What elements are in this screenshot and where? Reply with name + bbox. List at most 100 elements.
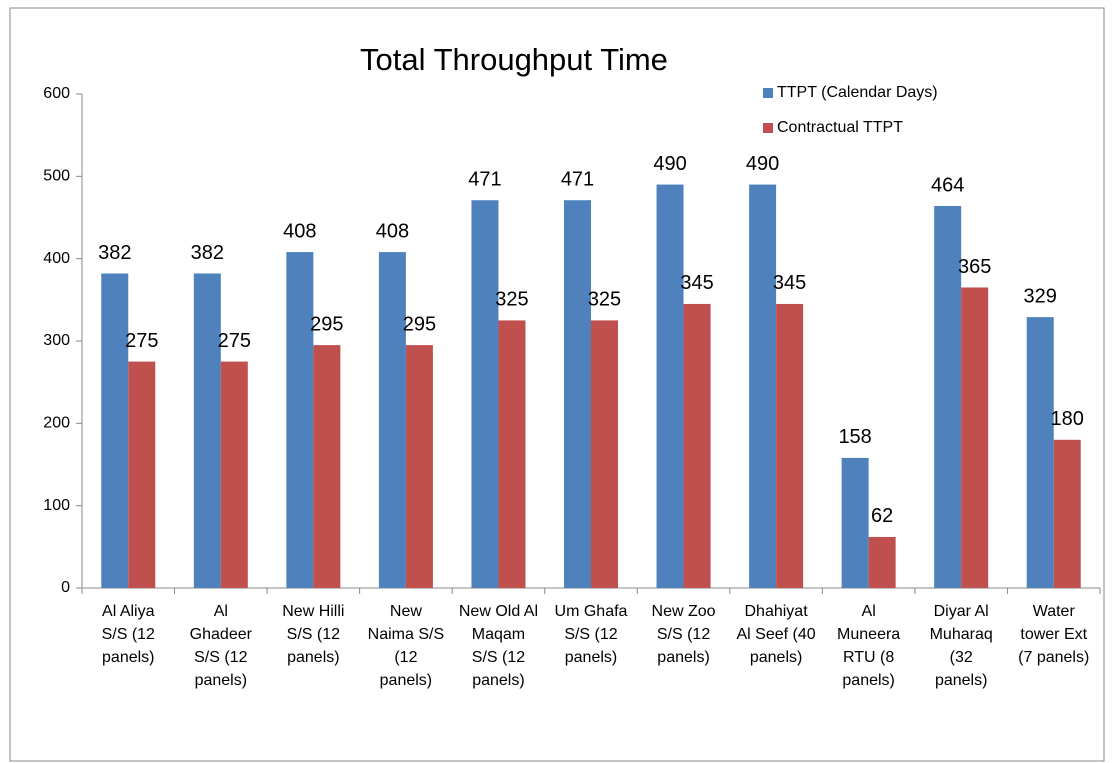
x-tick-label-line: S/S (12 <box>102 626 155 643</box>
x-tick-label-line: panels) <box>842 672 894 689</box>
x-tick-label-line: panels) <box>565 649 617 666</box>
bar <box>286 252 314 588</box>
bar <box>193 273 221 588</box>
legend-label: Contractual TTPT <box>777 119 903 136</box>
bar <box>128 361 156 588</box>
value-label: 345 <box>680 272 713 294</box>
chart-title: Total Throughput Time <box>360 42 668 77</box>
legend-label: TTPT (Calendar Days) <box>777 84 938 101</box>
x-tick-label-line: S/S (12 <box>287 626 340 643</box>
value-label: 490 <box>746 153 779 175</box>
x-tick-label: Al Ghadeer S/S (12 panels) <box>190 603 253 689</box>
value-label: 408 <box>283 220 316 242</box>
x-tick-label-line: Al <box>862 603 876 620</box>
value-label: 490 <box>653 153 686 175</box>
bar <box>961 287 989 588</box>
y-tick-label: 100 <box>43 497 70 514</box>
x-tick-label-line: (12 <box>394 649 417 666</box>
x-tick-label: New Hilli S/S (12 panels) <box>282 603 344 666</box>
value-label: 62 <box>871 505 893 527</box>
x-tick-label-line: RTU (8 <box>843 649 894 666</box>
bar <box>1026 317 1054 588</box>
bar <box>101 273 129 588</box>
x-tick-label-line: Dhahiyat <box>745 603 809 620</box>
y-tick-label: 400 <box>43 250 70 267</box>
value-label: 408 <box>376 220 409 242</box>
value-label: 325 <box>588 289 621 311</box>
value-label: 295 <box>310 313 343 335</box>
x-tick-label-line: panels) <box>935 672 987 689</box>
bar <box>378 252 406 588</box>
bar <box>313 345 341 588</box>
bar <box>405 345 433 588</box>
x-tick-label-line: S/S (12 <box>472 649 525 666</box>
value-label: 325 <box>495 289 528 311</box>
value-label: 382 <box>98 242 131 264</box>
bar <box>749 184 777 589</box>
x-tick-label-line: New <box>390 603 422 620</box>
bar <box>841 457 869 588</box>
legend-swatch <box>763 88 773 98</box>
y-tick-label: 0 <box>61 579 70 596</box>
x-tick-label: New Zoo S/S (12 panels) <box>652 603 716 666</box>
y-tick-label: 500 <box>43 168 70 185</box>
x-tick-label-line: Diyar Al <box>934 603 989 620</box>
x-tick-label-line: Muneera <box>837 626 900 643</box>
value-label: 471 <box>561 168 594 190</box>
bar <box>683 303 711 588</box>
x-tick-label-line: Water <box>1033 603 1076 620</box>
x-tick-label-line: Maqam <box>472 626 525 643</box>
x-tick-label-line: (32 <box>950 649 973 666</box>
value-label: 365 <box>958 256 991 278</box>
bar <box>868 536 896 588</box>
x-tick-label: Al Muneera RTU (8 panels) <box>837 603 900 689</box>
value-label: 158 <box>838 426 871 448</box>
y-tick-label: 600 <box>43 85 70 102</box>
x-tick-label: Diyar Al Muharaq (32 panels) <box>930 603 993 689</box>
y-tick-label: 300 <box>43 332 70 349</box>
x-tick-label-line: Al Aliya <box>102 603 155 620</box>
bar <box>564 200 591 588</box>
bar <box>656 184 684 589</box>
value-label: 329 <box>1024 285 1057 307</box>
x-tick-label-line: panels) <box>195 672 247 689</box>
value-label: 345 <box>773 272 806 294</box>
x-tick-label: New Naima S/S (12 panels) <box>368 603 444 689</box>
bar <box>471 200 499 588</box>
x-tick-label-line: Muharaq <box>930 626 993 643</box>
value-label: 275 <box>218 330 251 352</box>
value-label: 180 <box>1051 408 1084 430</box>
bar <box>591 320 618 588</box>
legend-swatch <box>763 123 773 133</box>
bar <box>220 361 248 588</box>
x-tick-label: New Old Al Maqam S/S (12 panels) <box>459 603 538 689</box>
value-label: 295 <box>403 313 436 335</box>
x-tick-label-line: S/S (12 <box>564 626 617 643</box>
x-tick-label: Al Aliya S/S (12 panels) <box>102 603 155 666</box>
chart-border <box>9 7 1105 762</box>
value-label: 471 <box>468 168 501 190</box>
x-tick-label-line: Al Seef (40 <box>737 626 816 643</box>
x-tick-label-line: panels) <box>287 649 339 666</box>
x-tick-label-line: New Zoo <box>652 603 716 620</box>
bar <box>498 320 526 588</box>
x-tick-label: Water tower Ext (7 panels) <box>1018 603 1089 666</box>
value-label: 464 <box>931 174 964 196</box>
bar <box>776 303 804 588</box>
x-tick-label-line: (7 panels) <box>1018 649 1089 666</box>
x-tick-label-line: panels) <box>380 672 432 689</box>
x-tick-label-line: panels) <box>472 672 524 689</box>
bar <box>1053 439 1081 588</box>
x-tick-label: Dhahiyat Al Seef (40 panels) <box>737 603 816 666</box>
x-tick-label-line: panels) <box>102 649 154 666</box>
x-tick-label-line: S/S (12 <box>194 649 247 666</box>
y-tick-label: 200 <box>43 415 70 432</box>
x-tick-label-line: panels) <box>750 649 802 666</box>
x-tick-label: Um Ghafa S/S (12 panels) <box>555 603 628 666</box>
x-tick-label-line: S/S (12 <box>657 626 710 643</box>
x-tick-label-line: New Old Al <box>459 603 538 620</box>
value-label: 382 <box>191 242 224 264</box>
x-tick-label-line: Um Ghafa <box>555 603 628 620</box>
x-tick-label-line: Naima S/S <box>368 626 444 643</box>
